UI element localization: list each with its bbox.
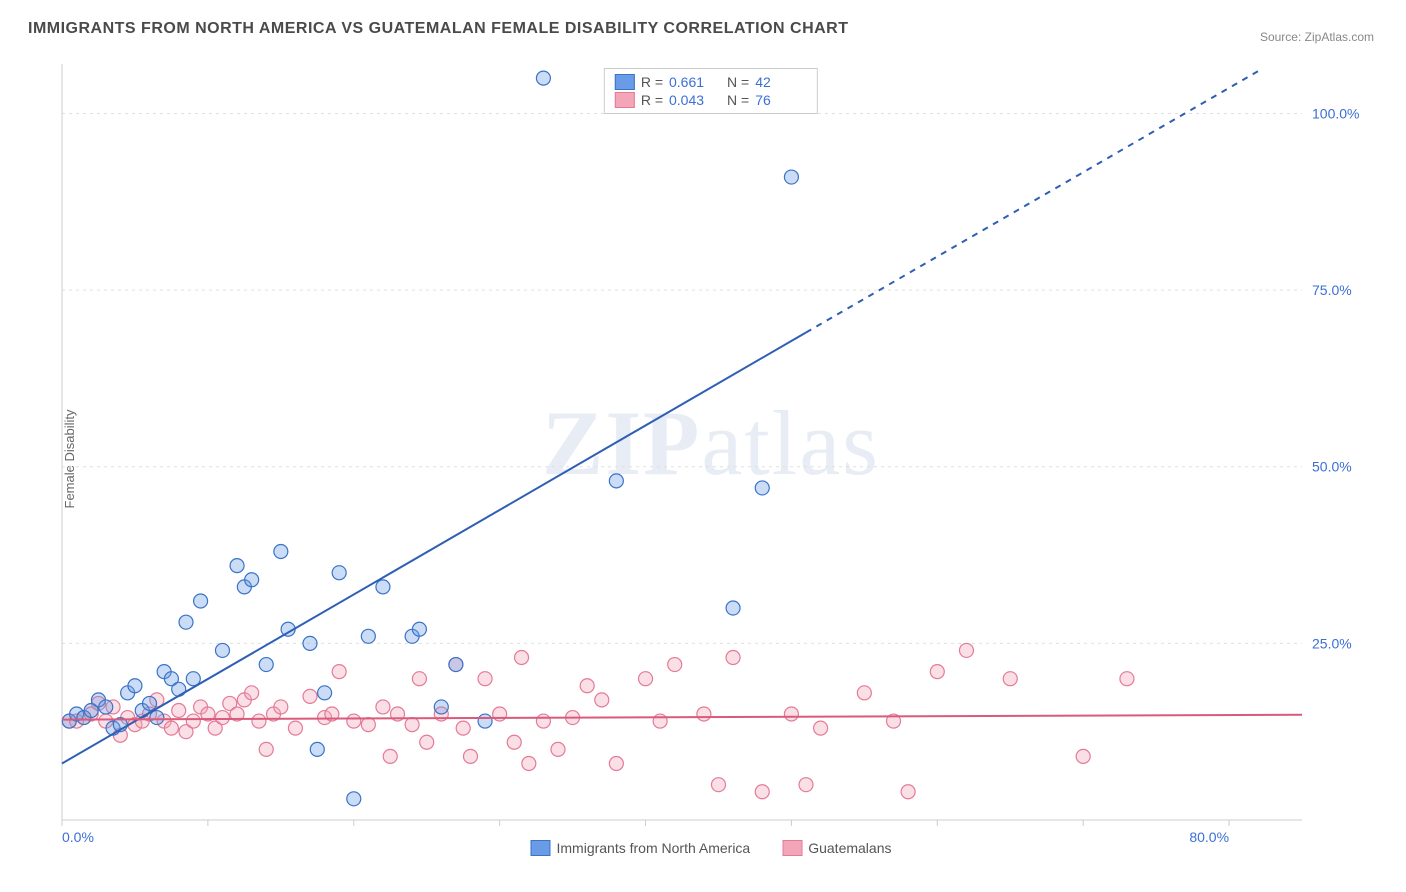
legend-label-gt: Guatemalans (808, 840, 891, 856)
n-value-1: 42 (755, 74, 807, 90)
legend-swatch-blue (531, 840, 551, 856)
source-credit: Source: ZipAtlas.com (1260, 30, 1374, 44)
svg-text:100.0%: 100.0% (1312, 105, 1359, 121)
svg-text:25.0%: 25.0% (1312, 635, 1352, 651)
legend-series: Immigrants from North America Guatemalan… (531, 840, 892, 856)
legend-item-gt: Guatemalans (782, 840, 891, 856)
legend-swatch-pink (782, 840, 802, 856)
svg-text:50.0%: 50.0% (1312, 459, 1352, 475)
chart-title: IMMIGRANTS FROM NORTH AMERICA VS GUATEMA… (28, 20, 849, 38)
legend-label-na: Immigrants from North America (557, 840, 751, 856)
r-value-2: 0.043 (669, 92, 721, 108)
legend-row-series2: R = 0.043 N = 76 (615, 91, 807, 109)
r-value-1: 0.661 (669, 74, 721, 90)
svg-text:80.0%: 80.0% (1189, 829, 1229, 845)
svg-text:75.0%: 75.0% (1312, 282, 1352, 298)
n-value-2: 76 (755, 92, 807, 108)
legend-row-series1: R = 0.661 N = 42 (615, 73, 807, 91)
n-label: N = (727, 92, 749, 108)
legend-item-na: Immigrants from North America (531, 840, 751, 856)
legend-correlation: R = 0.661 N = 42 R = 0.043 N = 76 (604, 68, 818, 114)
legend-swatch-pink (615, 92, 635, 108)
svg-text:0.0%: 0.0% (62, 829, 94, 845)
r-label: R = (641, 92, 663, 108)
chart-area: ZIPatlas Female Disability 25.0%50.0%75.… (56, 64, 1366, 854)
scatter-chart: 25.0% 50.0% 75.0% 100.0% 0.0% 80.0% (56, 64, 1366, 854)
legend-swatch-blue (615, 74, 635, 90)
r-label: R = (641, 74, 663, 90)
n-label: N = (727, 74, 749, 90)
